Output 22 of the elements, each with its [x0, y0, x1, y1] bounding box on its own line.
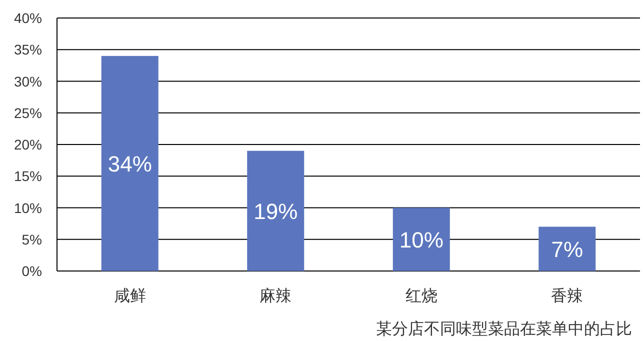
bar: [101, 56, 158, 271]
text: 某分店不同味型菜品在菜单中的占比: [376, 320, 632, 338]
x-tick-label: 香辣: [551, 287, 584, 305]
bar: [392, 208, 450, 271]
data-label: 7%: [551, 236, 584, 262]
data-label: 10%: [399, 227, 444, 252]
y-tick-label: 25%: [14, 104, 42, 121]
x-tick-label: 咸鲜: [114, 287, 146, 305]
y-tick-label: 5%: [22, 231, 42, 248]
x-tick-label: 红烧: [405, 287, 438, 305]
bar: [247, 150, 304, 271]
x-tick-label: 麻辣: [260, 287, 292, 305]
y-tick-label: 35%: [14, 42, 42, 58]
y-tick-label: 20%: [14, 136, 42, 152]
y-tick-label: 30%: [14, 73, 42, 90]
y-tick-label: 0%: [22, 263, 42, 279]
data-label: 34%: [108, 151, 152, 176]
data-label: 19%: [254, 198, 298, 224]
y-tick-label: 40%: [14, 10, 42, 26]
y-tick-label: 10%: [14, 200, 42, 216]
y-tick-label: 15%: [14, 168, 42, 184]
bar: [538, 226, 596, 271]
